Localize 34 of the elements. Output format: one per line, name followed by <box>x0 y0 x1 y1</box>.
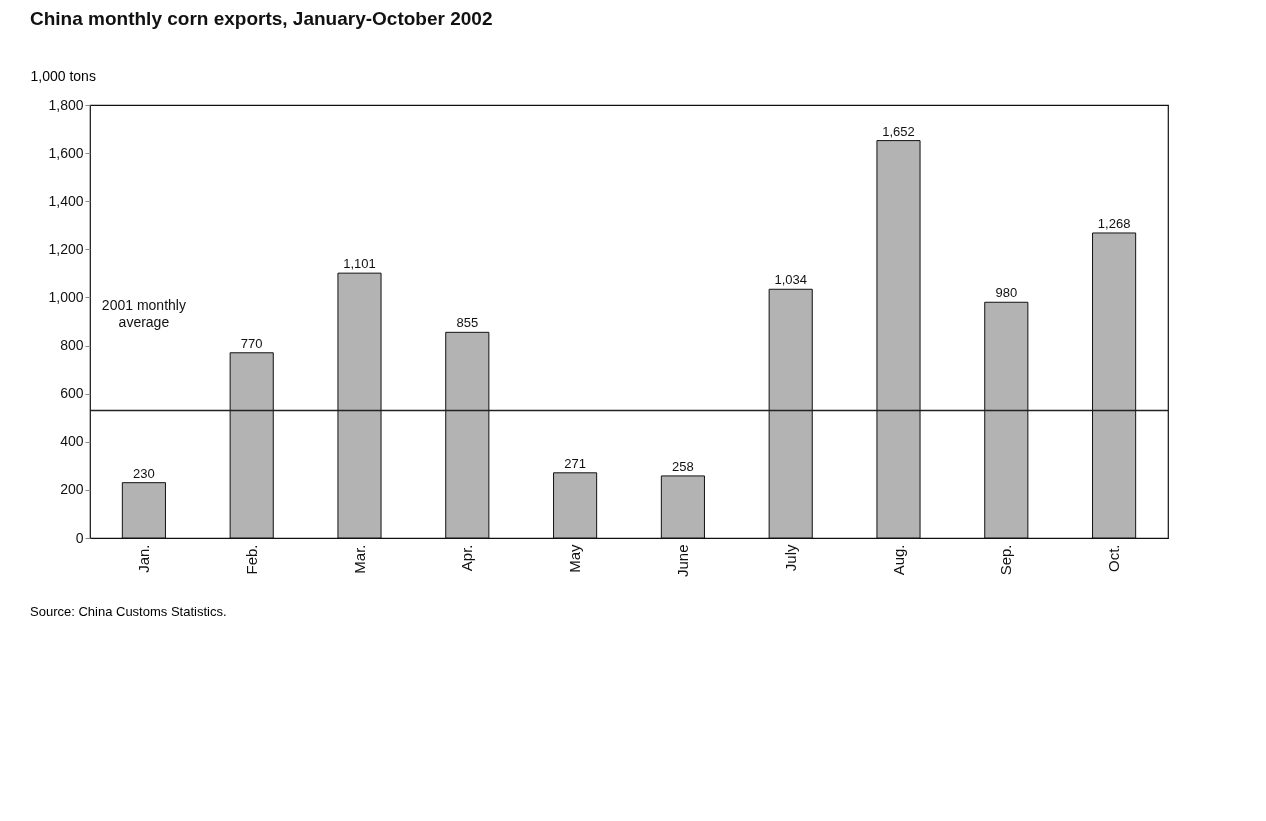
x-tick-label: Apr. <box>458 544 476 572</box>
x-tick-label: Oct. <box>1105 544 1123 573</box>
y-tick-label: 0 <box>75 529 84 546</box>
data-label: 855 <box>456 315 479 331</box>
y-axis-title: 1,000 tons <box>30 67 96 84</box>
data-label: 258 <box>672 458 694 474</box>
y-tick-label: 800 <box>60 337 84 354</box>
x-tick-label: Jan. <box>134 544 152 573</box>
x-tick-label: Mar. <box>350 544 368 574</box>
x-tick-label: May <box>566 544 584 573</box>
y-tick-label: 1,400 <box>48 192 84 209</box>
data-label: 1,652 <box>882 123 915 139</box>
y-tick-label: 1,000 <box>48 288 84 305</box>
x-tick-label: Sep. <box>997 544 1015 576</box>
x-tick-label: June <box>673 544 691 578</box>
y-tick-label: 400 <box>60 433 84 450</box>
y-tick-label: 600 <box>60 385 84 402</box>
source-note: Source: China Customs Statistics. <box>30 604 228 619</box>
y-tick-label: 1,200 <box>48 240 84 257</box>
data-label: 1,034 <box>774 272 807 288</box>
data-label: 1,101 <box>343 256 376 272</box>
x-tick-label: July <box>781 544 799 572</box>
x-tick-label: Feb. <box>242 544 260 575</box>
data-label: 770 <box>240 335 263 351</box>
x-tick-label: Aug. <box>889 544 907 576</box>
ref-line-label: 2001 monthly average <box>101 296 186 330</box>
data-label: 271 <box>564 455 586 471</box>
data-label: 980 <box>995 285 1018 301</box>
data-label: 230 <box>133 465 155 481</box>
chart-title: China monthly corn exports, January-October 2002 <box>30 8 493 29</box>
y-tick-label: 200 <box>60 481 84 498</box>
y-tick-label: 1,800 <box>48 96 84 113</box>
data-label: 1,268 <box>1097 215 1131 231</box>
y-tick-label: 1,600 <box>48 144 84 161</box>
